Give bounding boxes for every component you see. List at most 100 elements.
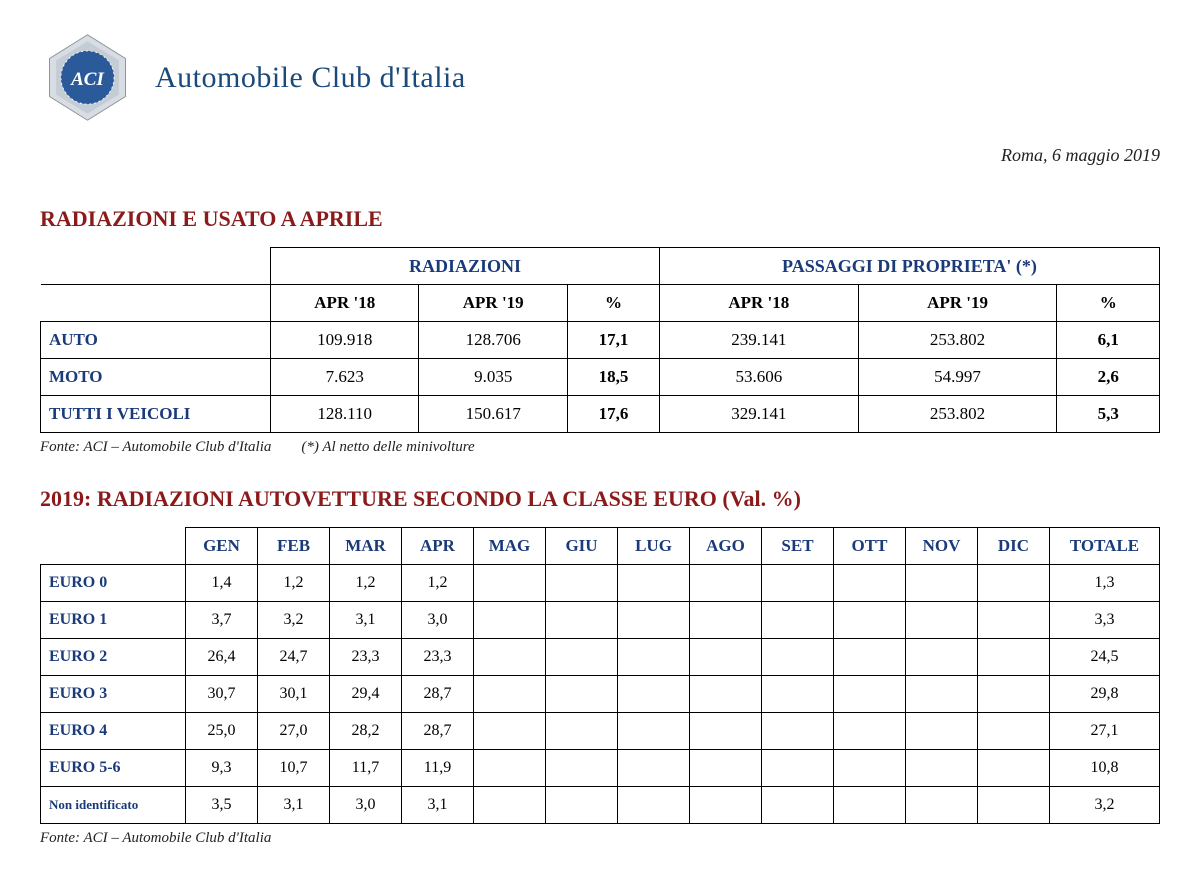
data-cell: 10,7 xyxy=(258,750,330,787)
data-cell xyxy=(978,787,1050,824)
sub-header: APR '18 xyxy=(659,285,858,322)
data-cell: 3,2 xyxy=(1050,787,1160,824)
data-cell xyxy=(546,676,618,713)
data-cell xyxy=(906,750,978,787)
sub-header: APR '18 xyxy=(271,285,419,322)
data-cell xyxy=(762,750,834,787)
data-cell: 30,7 xyxy=(186,676,258,713)
data-cell xyxy=(474,787,546,824)
data-cell: 9,3 xyxy=(186,750,258,787)
data-cell: 3,2 xyxy=(258,602,330,639)
data-cell: 29,4 xyxy=(330,676,402,713)
data-cell xyxy=(762,565,834,602)
data-cell xyxy=(474,639,546,676)
data-cell: 11,9 xyxy=(402,750,474,787)
data-cell xyxy=(978,713,1050,750)
data-cell xyxy=(906,713,978,750)
column-header: NOV xyxy=(906,528,978,565)
row-label: EURO 0 xyxy=(41,565,186,602)
data-cell: 25,0 xyxy=(186,713,258,750)
sub-header: % xyxy=(567,285,659,322)
table-header-row: RADIAZIONI PASSAGGI DI PROPRIETA' (*) xyxy=(41,248,1160,285)
table2-footnote: Fonte: ACI – Automobile Club d'Italia xyxy=(40,830,1160,847)
data-cell: 27,0 xyxy=(258,713,330,750)
date-line: Roma, 6 maggio 2019 xyxy=(40,145,1160,166)
header: ACI Automobile Club d'Italia xyxy=(40,30,1160,125)
table-row: EURO 425,027,028,228,7 27,1 xyxy=(41,713,1160,750)
table-row: EURO 01,41,21,21,21,3 xyxy=(41,565,1160,602)
data-cell: 3,5 xyxy=(186,787,258,824)
svg-text:ACI: ACI xyxy=(70,69,104,90)
data-cell: 253.802 xyxy=(858,322,1057,359)
data-cell xyxy=(834,676,906,713)
row-label: Non identificato xyxy=(41,787,186,824)
table-row: EURO 330,730,129,428,729,8 xyxy=(41,676,1160,713)
data-cell xyxy=(834,750,906,787)
data-cell: 28,7 xyxy=(402,676,474,713)
data-cell: 253.802 xyxy=(858,396,1057,433)
data-cell: 28,2 xyxy=(330,713,402,750)
data-cell xyxy=(618,565,690,602)
table-row: EURO 226,424,723,323,324,5 xyxy=(41,639,1160,676)
column-header: DIC xyxy=(978,528,1050,565)
data-cell: 1,3 xyxy=(1050,565,1160,602)
data-cell xyxy=(906,602,978,639)
table-euro-class: GENFEBMARAPRMAGGIULUGAGOSETOTTNOVDICTOTA… xyxy=(40,527,1160,824)
data-cell xyxy=(978,676,1050,713)
data-cell: 3,1 xyxy=(330,602,402,639)
data-cell xyxy=(834,565,906,602)
data-cell xyxy=(906,565,978,602)
data-cell xyxy=(690,713,762,750)
data-cell xyxy=(690,787,762,824)
table-header-row: GENFEBMARAPRMAGGIULUGAGOSETOTTNOVDICTOTA… xyxy=(41,528,1160,565)
column-header: AGO xyxy=(690,528,762,565)
table-row: Non identificato3,53,13,03,13,2 xyxy=(41,787,1160,824)
data-cell: 128.706 xyxy=(419,322,567,359)
data-cell xyxy=(474,602,546,639)
data-cell xyxy=(978,750,1050,787)
row-label: EURO 3 xyxy=(41,676,186,713)
data-cell: 28,7 xyxy=(402,713,474,750)
data-cell xyxy=(546,750,618,787)
data-cell: 54.997 xyxy=(858,359,1057,396)
corner-cell xyxy=(41,248,271,285)
data-cell: 23,3 xyxy=(330,639,402,676)
data-cell: 3,0 xyxy=(402,602,474,639)
data-cell xyxy=(690,565,762,602)
data-cell: 30,1 xyxy=(258,676,330,713)
row-label: EURO 4 xyxy=(41,713,186,750)
data-cell: 27,1 xyxy=(1050,713,1160,750)
data-cell: 3,7 xyxy=(186,602,258,639)
data-cell xyxy=(618,787,690,824)
column-header: TOTALE xyxy=(1050,528,1160,565)
sub-header: APR '19 xyxy=(858,285,1057,322)
data-cell xyxy=(618,602,690,639)
data-cell: 18,5 xyxy=(567,359,659,396)
data-cell xyxy=(618,713,690,750)
data-cell: 17,1 xyxy=(567,322,659,359)
section1-title: RADIAZIONI E USATO A APRILE xyxy=(40,206,1160,232)
data-cell: 10,8 xyxy=(1050,750,1160,787)
row-label: EURO 5-6 xyxy=(41,750,186,787)
data-cell: 26,4 xyxy=(186,639,258,676)
column-header: GEN xyxy=(186,528,258,565)
data-cell: 53.606 xyxy=(659,359,858,396)
data-cell xyxy=(834,639,906,676)
data-cell xyxy=(474,565,546,602)
data-cell xyxy=(834,713,906,750)
data-cell xyxy=(546,602,618,639)
data-cell xyxy=(546,639,618,676)
data-cell xyxy=(474,676,546,713)
row-label: EURO 1 xyxy=(41,602,186,639)
table-row: EURO 5-69,310,711,711,910,8 xyxy=(41,750,1160,787)
table-row: TUTTI I VEICOLI128.110150.61717,6329.141… xyxy=(41,396,1160,433)
data-cell xyxy=(834,787,906,824)
table-radiazioni-usato: RADIAZIONI PASSAGGI DI PROPRIETA' (*) AP… xyxy=(40,247,1160,433)
data-cell: 17,6 xyxy=(567,396,659,433)
data-cell xyxy=(978,565,1050,602)
data-cell: 329.141 xyxy=(659,396,858,433)
data-cell xyxy=(690,602,762,639)
corner-cell xyxy=(41,528,186,565)
column-header: MAG xyxy=(474,528,546,565)
column-header: FEB xyxy=(258,528,330,565)
